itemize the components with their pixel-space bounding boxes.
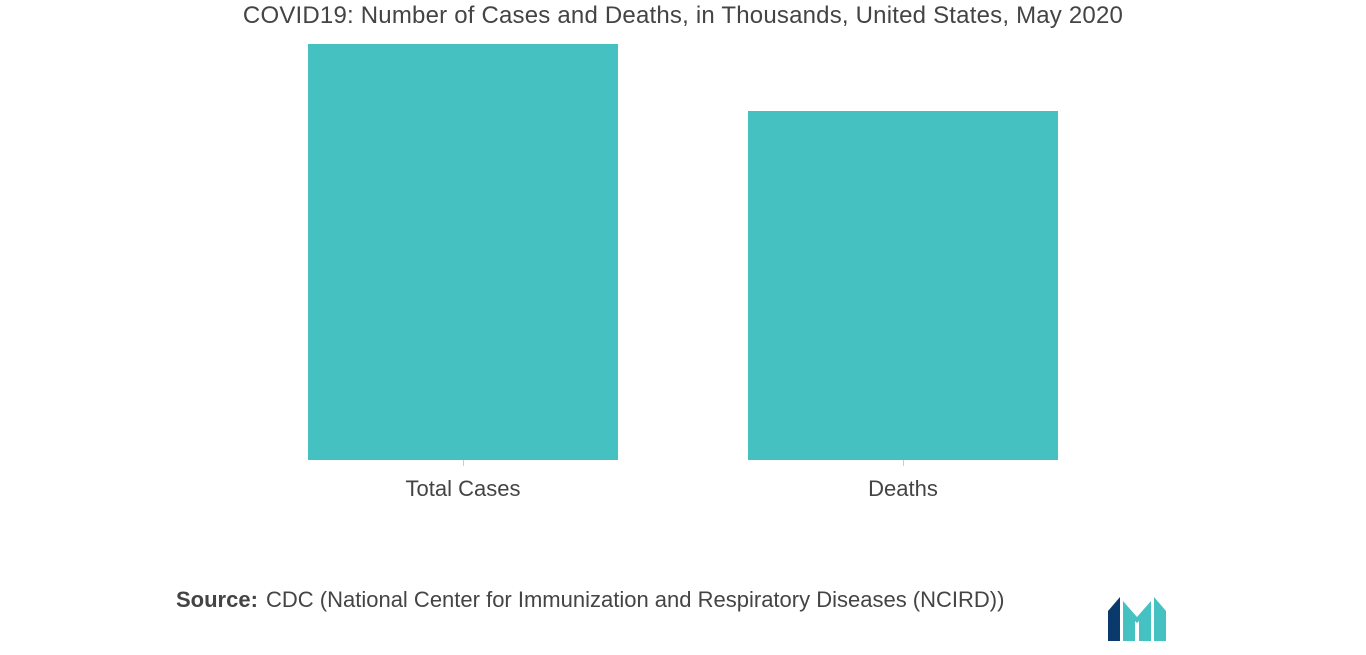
x-tick: [463, 460, 464, 466]
x-tick: [903, 460, 904, 466]
chart-title: COVID19: Number of Cases and Deaths, in …: [0, 0, 1366, 30]
chart-container: COVID19: Number of Cases and Deaths, in …: [0, 0, 1366, 655]
bar-total-cases: [308, 44, 618, 460]
plot-area: [143, 44, 1223, 460]
x-axis: [143, 459, 1223, 460]
bar-deaths: [748, 111, 1058, 460]
category-label: Deaths: [868, 476, 938, 502]
source-text: CDC (National Center for Immunization an…: [266, 585, 1004, 615]
source-label: Source:: [176, 585, 266, 615]
category-label: Total Cases: [406, 476, 521, 502]
mordor-intelligence-logo-icon: [1108, 597, 1166, 641]
